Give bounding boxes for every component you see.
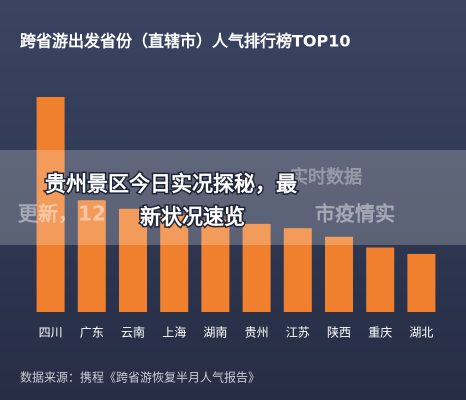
bar	[118, 208, 148, 312]
x-tick-label: 江苏	[286, 326, 310, 340]
x-tick-label: 贵州	[245, 326, 269, 340]
x-tick-label: 陕西	[327, 325, 351, 340]
x-tick-label: 四川	[39, 326, 63, 340]
background-text: 市疫情实	[315, 202, 395, 226]
bar	[324, 236, 354, 312]
banner	[0, 150, 466, 245]
bar	[283, 228, 312, 312]
background-text: 实时数据	[290, 166, 362, 188]
x-tick-label: 广东	[80, 326, 104, 340]
chart-title: 跨省游出发省份（直辖市）人气排行榜TOP10	[20, 32, 351, 51]
bar	[201, 219, 230, 312]
headline: 贵州景区今日实况探秘，最	[45, 172, 298, 196]
bar	[36, 97, 65, 312]
bar	[160, 215, 189, 312]
x-tick-label: 上海	[162, 325, 186, 340]
bar	[242, 223, 271, 312]
headline: 新状况速览	[140, 205, 245, 229]
x-tick-label: 湖南	[203, 325, 227, 340]
bar	[77, 200, 106, 312]
background-text: 更新，12	[18, 202, 106, 226]
x-tick-label: 云南	[121, 325, 145, 340]
x-tick-label: 重庆	[368, 326, 392, 340]
bar	[407, 253, 436, 312]
bar	[366, 247, 395, 312]
source: 数据来源：携程《跨省游恢复半月人气报告》	[20, 370, 260, 385]
x-tick-label: 湖北	[409, 325, 433, 340]
